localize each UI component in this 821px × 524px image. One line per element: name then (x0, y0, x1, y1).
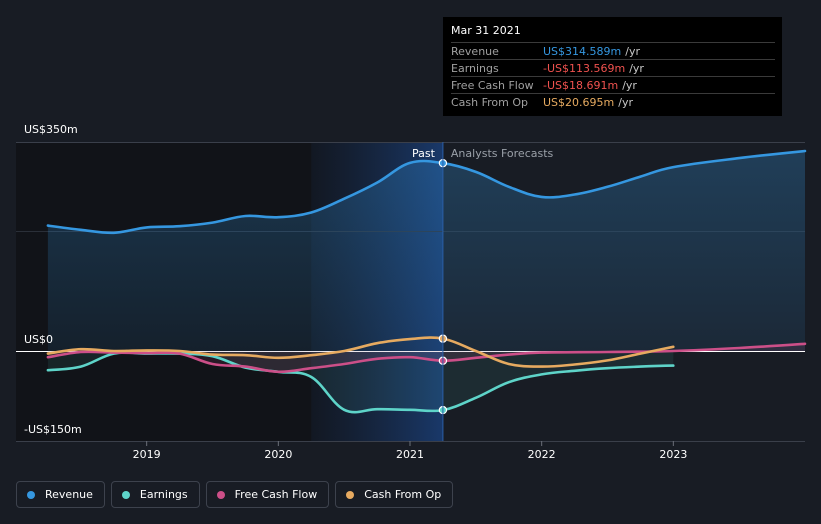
tooltip-value: -US$18.691m (543, 78, 619, 92)
tooltip-unit: /yr (622, 78, 637, 92)
tooltip-row-free-cash-flow: Free Cash Flow -US$18.691m /yr (451, 76, 775, 93)
revenue-dot-icon (27, 490, 35, 499)
tooltip-value: -US$113.569m (543, 61, 626, 75)
tooltip-unit: /yr (625, 44, 640, 58)
legend-item-revenue[interactable]: Revenue (16, 481, 105, 508)
x-tick-label: 2020 (264, 448, 292, 461)
legend-label: Revenue (45, 488, 93, 501)
tooltip-label: Cash From Op (451, 95, 529, 109)
y-tick-label: -US$150m (24, 423, 82, 436)
legend-label: Earnings (139, 488, 188, 501)
tooltip-row-cash-from-op: Cash From Op US$20.695m /yr (451, 93, 775, 110)
tooltip-label: Earnings (451, 61, 499, 75)
earnings-dot-icon (121, 490, 130, 499)
free-cash-flow-line (46, 342, 807, 374)
tooltip-unit: /yr (618, 95, 633, 109)
x-tick-label: 2021 (396, 448, 424, 461)
tooltip-date: Mar 31 2021 (451, 24, 521, 37)
analysts-forecasts-label: Analysts Forecasts (451, 147, 554, 160)
tooltip-label: Revenue (451, 44, 499, 58)
tooltip: Mar 31 2021 Revenue US$314.589m /yr Earn… (443, 17, 782, 116)
free-cash-flow-dot-icon (216, 490, 225, 499)
legend: Revenue Earnings Free Cash Flow Cash Fro… (16, 481, 454, 508)
x-tick-label: 2023 (659, 448, 687, 461)
legend-label: Cash From Op (364, 488, 442, 501)
cash-from-op-dot-icon (346, 490, 355, 499)
tooltip-unit: /yr (629, 61, 644, 75)
y-tick-label: US$0 (24, 333, 53, 346)
x-tick-label: 2022 (528, 448, 556, 461)
tooltip-label: Free Cash Flow (451, 78, 534, 92)
revenue-area (47, 151, 805, 351)
x-tick-label: 2019 (133, 448, 161, 461)
legend-item-cash-from-op[interactable]: Cash From Op (335, 481, 454, 508)
revenue-line (46, 149, 807, 235)
cash-from-op-line (46, 336, 675, 368)
y-tick-label: US$350m (24, 123, 78, 136)
tooltip-value: US$20.695m (543, 95, 615, 109)
legend-label: Free Cash Flow (234, 488, 318, 501)
tooltip-row-earnings: Earnings -US$113.569m /yr (451, 59, 775, 76)
legend-item-free-cash-flow[interactable]: Free Cash Flow (205, 481, 330, 508)
tooltip-row-revenue: Revenue US$314.589m /yr (451, 42, 775, 59)
tooltip-value: US$314.589m (543, 44, 622, 58)
legend-item-earnings[interactable]: Earnings (110, 481, 200, 508)
past-label: Past (412, 147, 436, 160)
